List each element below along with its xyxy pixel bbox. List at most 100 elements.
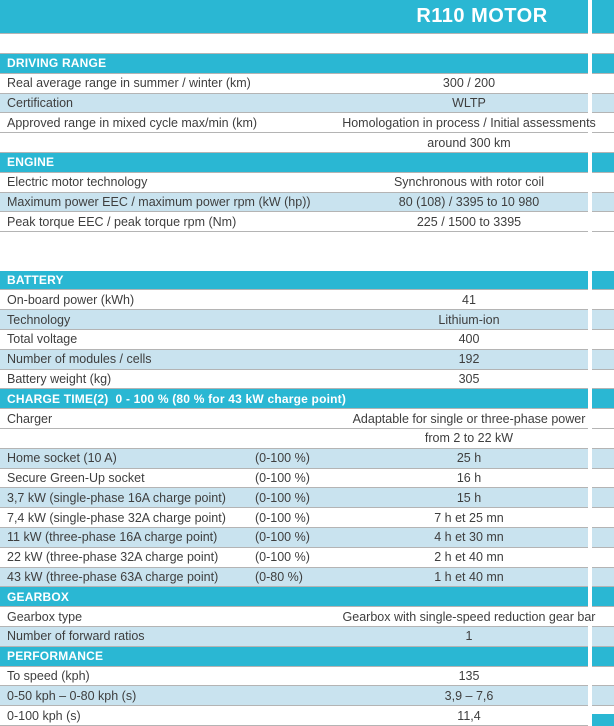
spec-row-main: 7,4 kW (single-phase 32A charge point) (0… xyxy=(0,508,588,529)
row-qualifier: (0-100 %) xyxy=(255,451,310,466)
row-value: 1 xyxy=(350,629,588,643)
row-value-text: 135 xyxy=(458,669,480,683)
column-gutter xyxy=(588,409,592,430)
row-value: 225 / 1500 to 3395 xyxy=(350,215,588,229)
spec-row-main: Charger Adaptable for single or three-pha… xyxy=(0,409,588,430)
overflow-column-cell xyxy=(592,488,614,509)
row-value-text: 16 h xyxy=(456,471,482,486)
row-label: Total voltage xyxy=(7,332,78,347)
section-header: ENGINE xyxy=(0,152,588,173)
row-value: from 2 to 22 kW xyxy=(350,431,588,445)
spec-row: Home socket (10 A) (0-100 %) 25 h xyxy=(0,448,614,469)
spec-row: around 300 km xyxy=(0,133,614,153)
row-value: 16 h xyxy=(350,471,588,485)
row-label: 7,4 kW (single-phase 32A charge point) xyxy=(7,510,226,525)
overflow-column-cell xyxy=(592,607,614,628)
spec-row: from 2 to 22 kW xyxy=(0,429,614,449)
column-gutter xyxy=(588,607,592,628)
overflow-column-cell xyxy=(592,468,614,489)
row-value: Lithium-ion xyxy=(350,313,588,327)
column-gutter xyxy=(588,646,592,667)
spec-row-main: 3,7 kW (single-phase 16A charge point) (0… xyxy=(0,488,588,509)
spec-row-main: Peak torque EEC / peak torque rpm (Nm) 22… xyxy=(0,212,588,233)
section-gap xyxy=(0,232,614,271)
column-gutter xyxy=(588,528,592,548)
row-value-text: 300 / 200 xyxy=(442,76,496,91)
spec-row: To speed (kph) 135 xyxy=(0,666,614,687)
row-value-text: from 2 to 22 kW xyxy=(424,431,514,446)
row-label: Peak torque EEC / peak torque rpm (Nm) xyxy=(7,214,237,229)
row-label: To speed (kph) xyxy=(7,669,90,683)
spec-row-main: Gearbox type Gearbox with single-speed re… xyxy=(0,607,595,628)
row-label: Maximum power EEC / maximum power rpm (k… xyxy=(7,194,311,209)
section-gap-main xyxy=(0,232,588,271)
row-value-text: 11,4 xyxy=(457,708,481,723)
row-value-text: around 300 km xyxy=(427,135,511,150)
column-gutter xyxy=(588,93,592,114)
column-gutter xyxy=(588,666,592,687)
spacer-row-main xyxy=(0,34,588,54)
spec-row-main: Battery weight (kg) 305 xyxy=(0,369,588,390)
spec-row-main: 22 kW (three-phase 32A charge point) (0-1… xyxy=(0,547,588,568)
column-gutter xyxy=(588,686,592,707)
spec-row: Gearbox type Gearbox with single-speed re… xyxy=(0,607,614,628)
title-bar-main: R110 MOTOR xyxy=(0,0,588,34)
column-gutter xyxy=(588,389,592,410)
row-value-text: WLTP xyxy=(452,95,486,110)
row-value-text: 7 h et 25 mn xyxy=(434,510,504,525)
row-value-text: 192 xyxy=(458,352,480,367)
section-header-label: GEARBOX xyxy=(7,589,70,604)
row-value-text: Homologation in process / Initial assess… xyxy=(342,115,596,130)
row-value: 3,9 – 7,6 xyxy=(350,689,588,703)
spec-row-main: Real average range in summer / winter (k… xyxy=(0,73,588,94)
row-value-text: 4 h et 30 mn xyxy=(434,530,504,545)
section-header-label: CHARGE TIME(2) 0 - 100 % (80 % for 43 kW… xyxy=(7,391,347,406)
row-value: 2 h et 40 mn xyxy=(350,550,588,564)
spec-row-main: Maximum power EEC / maximum power rpm (k… xyxy=(0,192,588,213)
row-value-text: Adaptable for single or three-phase powe… xyxy=(352,411,586,426)
spec-row: Charger Adaptable for single or three-pha… xyxy=(0,409,614,430)
column-gutter xyxy=(588,488,592,509)
spec-row-main: On-board power (kWh) 41 xyxy=(0,290,588,311)
spec-row: 0-100 kph (s) 11,4 xyxy=(0,706,614,726)
overflow-column-cell xyxy=(592,290,614,311)
spec-row: 43 kW (three-phase 63A charge point) (0-8… xyxy=(0,567,614,588)
section-header: GEARBOX xyxy=(0,587,588,608)
overflow-column-cell xyxy=(592,666,614,687)
spec-row-main: around 300 km xyxy=(0,133,588,153)
section-header-row: ENGINE xyxy=(0,152,614,173)
overflow-column-cell xyxy=(592,133,614,153)
column-gutter xyxy=(588,290,592,311)
row-label: Certification xyxy=(7,95,73,110)
spec-row: Real average range in summer / winter (k… xyxy=(0,73,614,94)
column-gutter xyxy=(588,113,592,134)
spec-row: Approved range in mixed cycle max/min (k… xyxy=(0,113,614,134)
overflow-column-cell xyxy=(592,93,614,114)
overflow-column-cell xyxy=(592,0,614,34)
row-label: Secure Green-Up socket xyxy=(7,471,145,486)
row-value: around 300 km xyxy=(350,136,588,150)
spec-row-main: 0-50 kph – 0-80 kph (s) 3,9 – 7,6 xyxy=(0,686,588,707)
row-qualifier: (0-100 %) xyxy=(255,530,310,545)
spec-row: 0-50 kph – 0-80 kph (s) 3,9 – 7,6 xyxy=(0,686,614,707)
spec-row: Number of forward ratios 1 xyxy=(0,627,614,647)
column-gutter xyxy=(588,448,592,469)
column-gutter xyxy=(588,172,592,193)
row-value: 192 xyxy=(350,352,588,366)
spec-row-main: Total voltage 400 xyxy=(0,330,588,350)
row-label: Home socket (10 A) xyxy=(7,451,117,466)
column-gutter xyxy=(588,0,592,34)
spec-row: On-board power (kWh) 41 xyxy=(0,290,614,311)
column-gutter xyxy=(588,349,592,370)
overflow-column-cell xyxy=(592,686,614,707)
column-gutter xyxy=(588,330,592,350)
spec-row-main: Number of modules / cells 192 xyxy=(0,349,588,370)
row-label: Approved range in mixed cycle max/min (k… xyxy=(7,115,258,130)
spec-row: Secure Green-Up socket (0-100 %) 16 h xyxy=(0,468,614,489)
row-label: Battery weight (kg) xyxy=(7,372,112,387)
spec-row: Maximum power EEC / maximum power rpm (k… xyxy=(0,192,614,213)
row-label: Number of modules / cells xyxy=(7,352,152,367)
column-gutter xyxy=(588,627,592,647)
row-value-text: Synchronous with rotor coil xyxy=(393,175,545,190)
